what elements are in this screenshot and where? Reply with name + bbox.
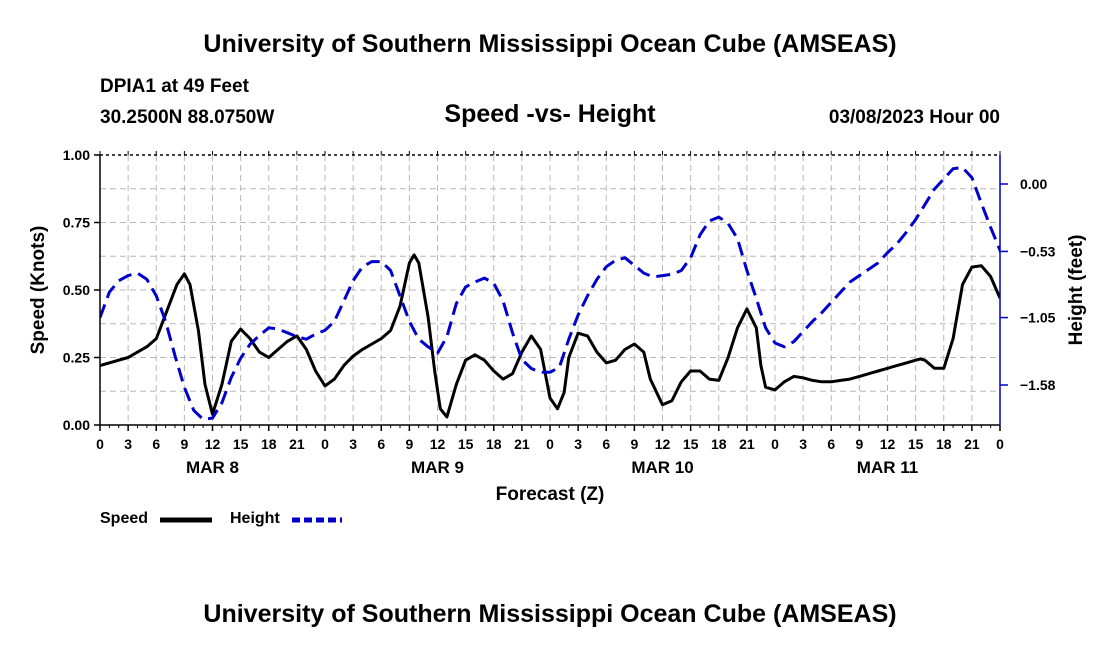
- y-right-axis-title: Height (feet): [1066, 235, 1087, 346]
- x-tick-label: 0: [96, 436, 104, 452]
- y-right-tick-label: −0.53: [1020, 243, 1056, 259]
- y-right-tick-label: −1.05: [1020, 310, 1056, 326]
- x-tick-label: 18: [711, 436, 727, 452]
- x-tick-label: 9: [630, 436, 638, 452]
- y-left-tick-label: 0.00: [63, 417, 90, 433]
- x-tick-label: 21: [289, 436, 305, 452]
- page-title-bottom: University of Southern Mississippi Ocean…: [203, 600, 897, 628]
- y-right-tick-label: −1.58: [1020, 377, 1056, 393]
- speed-series-line: [100, 253, 1000, 419]
- legend-speed-label: Speed: [100, 510, 149, 527]
- chart-title: Speed -vs- Height: [444, 100, 656, 128]
- legend-height-label: Height: [230, 510, 280, 527]
- page-title-top: University of Southern Mississippi Ocean…: [203, 30, 897, 58]
- x-tick-label: 9: [405, 436, 413, 452]
- x-axis-title: Forecast (Z): [496, 484, 605, 505]
- x-tick-label: 18: [486, 436, 502, 452]
- x-tick-label: 3: [349, 436, 357, 452]
- y-left-tick-label: 0.25: [63, 350, 90, 366]
- x-tick-label: 12: [880, 436, 896, 452]
- y-left-tick-label: 0.50: [63, 282, 90, 298]
- x-tick-label: 0: [546, 436, 554, 452]
- x-tick-label: 9: [180, 436, 188, 452]
- x-tick-label: 15: [233, 436, 249, 452]
- x-tick-label: 0: [321, 436, 329, 452]
- x-tick-label: 15: [458, 436, 474, 452]
- x-tick-label: 3: [124, 436, 132, 452]
- x-tick-label: 21: [739, 436, 755, 452]
- x-tick-label: 21: [514, 436, 530, 452]
- x-tick-label: 3: [574, 436, 582, 452]
- x-tick-label: 6: [827, 436, 835, 452]
- y-left-axis-title: Speed (Knots): [28, 226, 49, 355]
- height-series-line: [100, 166, 1000, 421]
- x-tick-label: 6: [377, 436, 385, 452]
- x-tick-label: 9: [855, 436, 863, 452]
- y-left-tick-label: 0.75: [63, 215, 90, 231]
- y-right-tick-label: 0.00: [1020, 176, 1047, 192]
- date-label: 03/08/2023 Hour 00: [828, 107, 1000, 128]
- x-tick-label: 21: [964, 436, 980, 452]
- coordinates-label: 30.2500N 88.0750W: [100, 107, 275, 128]
- day-label: MAR 8: [186, 458, 239, 477]
- day-label: MAR 10: [631, 458, 693, 477]
- x-tick-label: 18: [261, 436, 277, 452]
- x-tick-label: 15: [908, 436, 924, 452]
- y-left-tick-label: 1.00: [63, 147, 90, 163]
- station-label: DPIA1 at 49 Feet: [100, 76, 249, 97]
- x-tick-label: 0: [996, 436, 1004, 452]
- x-tick-label: 18: [936, 436, 952, 452]
- day-label: MAR 11: [857, 458, 918, 477]
- x-tick-label: 0: [771, 436, 779, 452]
- x-tick-label: 6: [602, 436, 610, 452]
- x-tick-label: 15: [683, 436, 699, 452]
- day-label: MAR 9: [411, 458, 464, 477]
- x-tick-label: 6: [152, 436, 160, 452]
- x-tick-label: 12: [430, 436, 446, 452]
- x-tick-label: 12: [205, 436, 221, 452]
- x-tick-label: 12: [655, 436, 671, 452]
- x-tick-label: 3: [799, 436, 807, 452]
